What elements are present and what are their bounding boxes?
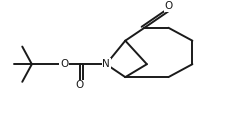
- Text: N: N: [102, 59, 110, 69]
- Text: O: O: [76, 80, 84, 90]
- Text: O: O: [164, 1, 173, 11]
- Text: O: O: [60, 59, 68, 69]
